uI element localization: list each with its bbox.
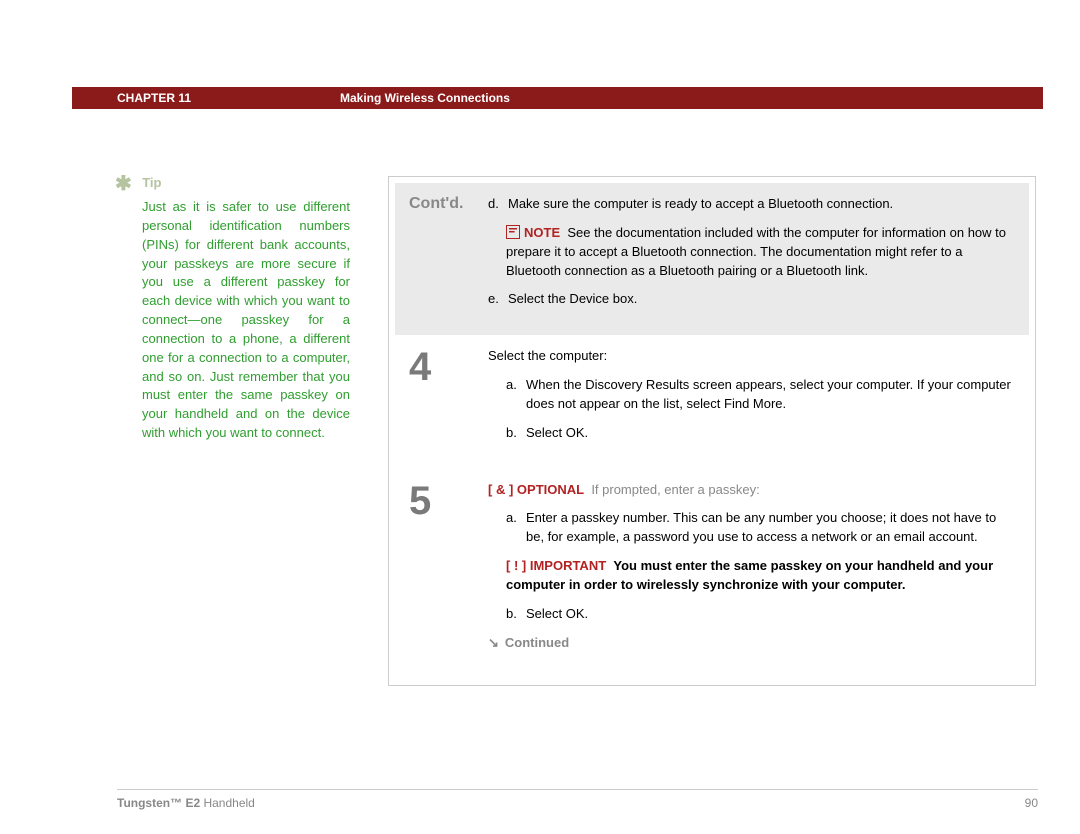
product-name: Tungsten™ E2 Handheld [117, 796, 255, 810]
important-label: IMPORTANT [530, 558, 606, 573]
list-marker: d. [488, 195, 508, 214]
tip-body-text: Just as it is safer to use different per… [142, 198, 350, 443]
page-number: 90 [1025, 796, 1038, 810]
list-item: a. Enter a passkey number. This can be a… [506, 509, 1013, 547]
important-bracket: [ ! ] [506, 558, 526, 573]
list-item: a. When the Discovery Results screen app… [506, 376, 1013, 414]
step-5-b: Select OK. [526, 605, 1013, 624]
continued-label: Continued [505, 635, 569, 650]
step-contd-d: Make sure the computer is ready to accep… [508, 195, 1013, 214]
step-number: 5 [409, 481, 468, 521]
step-5-row: 5 [ & ] OPTIONAL If prompted, enter a pa… [395, 469, 1029, 679]
list-marker: b. [506, 424, 526, 443]
step-4-a: When the Discovery Results screen appear… [526, 376, 1013, 414]
optional-label: OPTIONAL [517, 482, 584, 497]
optional-line: [ & ] OPTIONAL If prompted, enter a pass… [488, 481, 1013, 500]
page-footer: Tungsten™ E2 Handheld 90 [117, 789, 1038, 810]
step-contd-row: Cont'd. d. Make sure the computer is rea… [395, 183, 1029, 335]
step-contd-body: d. Make sure the computer is ready to ac… [480, 183, 1029, 335]
step-5-body: [ & ] OPTIONAL If prompted, enter a pass… [480, 469, 1029, 679]
step-contd-e: Select the Device box. [508, 290, 1013, 309]
contd-label: Cont'd. [409, 195, 468, 213]
list-item: b. Select OK. [506, 424, 1013, 443]
list-marker: e. [488, 290, 508, 309]
tip-sidebar: ✱ Tip Just as it is safer to use differe… [115, 174, 350, 443]
arrow-down-right-icon: ↘ [488, 634, 499, 653]
chapter-title: Making Wireless Connections [340, 91, 510, 105]
step-4-row: 4 Select the computer: a. When the Disco… [395, 335, 1029, 468]
list-marker: a. [506, 376, 526, 414]
continued-line: ↘ Continued [488, 634, 1013, 653]
note-label: NOTE [524, 225, 560, 240]
list-item: d. Make sure the computer is ready to ac… [488, 195, 1013, 214]
product-bold: Tungsten™ E2 [117, 796, 200, 810]
step-5-num-cell: 5 [395, 469, 480, 679]
page-header-bar: CHAPTER 11 Making Wireless Connections [72, 87, 1043, 109]
step-number: 4 [409, 347, 468, 387]
instruction-panel: Cont'd. d. Make sure the computer is rea… [388, 176, 1036, 686]
optional-text: If prompted, enter a passkey: [591, 482, 759, 497]
optional-bracket: [ & ] [488, 482, 513, 497]
step-5-a: Enter a passkey number. This can be any … [526, 509, 1013, 547]
note-icon [506, 225, 520, 239]
list-marker: a. [506, 509, 526, 547]
step-4-b: Select OK. [526, 424, 1013, 443]
tip-heading: ✱ Tip [115, 174, 350, 194]
step-4-intro: Select the computer: [488, 347, 1013, 366]
note-body: See the documentation included with the … [506, 225, 1006, 278]
important-paragraph: [ ! ] IMPORTANT You must enter the same … [506, 557, 1013, 595]
product-rest: Handheld [200, 796, 255, 810]
asterisk-icon: ✱ [115, 174, 132, 194]
step-4-body: Select the computer: a. When the Discove… [480, 335, 1029, 468]
step-contd-cell: Cont'd. [395, 183, 480, 335]
note-paragraph: NOTE See the documentation included with… [506, 224, 1013, 281]
step-4-num-cell: 4 [395, 335, 480, 468]
chapter-label: CHAPTER 11 [117, 91, 191, 105]
list-marker: b. [506, 605, 526, 624]
list-item: b. Select OK. [506, 605, 1013, 624]
tip-label: Tip [142, 175, 161, 190]
list-item: e. Select the Device box. [488, 290, 1013, 309]
